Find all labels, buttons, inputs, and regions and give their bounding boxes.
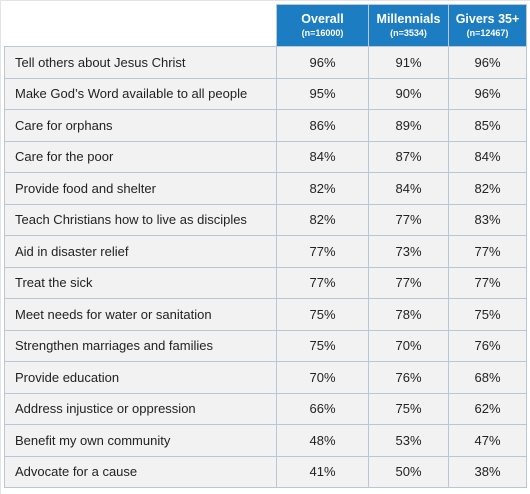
value-cell: 77% [368,203,449,236]
table-row: Treat the sick 77% 77% 77% [4,266,527,299]
value-cell: 66% [276,392,369,425]
row-label: Provide education [4,361,277,394]
value-cell: 91% [368,46,449,79]
table-row: Provide food and shelter 82% 84% 82% [4,172,527,205]
comparison-table-container: Overall (n=16000) Millennials (n=3534) G… [4,4,527,488]
table-row: Meet needs for water or sanitation 75% 78%… [4,298,527,331]
value-cell: 76% [448,329,527,362]
header-row: Overall (n=16000) Millennials (n=3534) G… [4,4,527,47]
column-header-givers-35-plus: Givers 35+ (n=12467) [448,4,527,47]
value-cell: 38% [448,455,527,488]
value-cell: 82% [448,172,527,205]
column-header-sample-size: (n=16000) [301,28,344,38]
table-row: Care for the poor 84% 87% 84% [4,140,527,173]
row-label: Tell others about Jesus Christ [4,46,277,79]
table-row: Advocate for a cause 41% 50% 38% [4,455,527,488]
value-cell: 73% [368,235,449,268]
table-row: Aid in disaster relief 77% 73% 77% [4,235,527,268]
table-body: Tell others about Jesus Christ 96% 91% 96% M… [4,46,527,488]
value-cell: 84% [276,140,369,173]
value-cell: 48% [276,424,369,457]
value-cell: 68% [448,361,527,394]
value-cell: 77% [448,235,527,268]
row-label: Address injustice or oppression [4,392,277,425]
row-label: Provide food and shelter [4,172,277,205]
row-label: Care for the poor [4,140,277,173]
column-header-overall: Overall (n=16000) [276,4,369,47]
row-label: Make God’s Word available to all people [4,77,277,110]
column-header-sample-size: (n=3534) [390,28,427,38]
table-row: Care for orphans 86% 89% 85% [4,109,527,142]
value-cell: 84% [368,172,449,205]
value-cell: 85% [448,109,527,142]
comparison-table: Overall (n=16000) Millennials (n=3534) G… [4,4,527,488]
table-row: Tell others about Jesus Christ 96% 91% 96% [4,46,527,79]
frame-line-top [0,0,530,1]
row-label: Treat the sick [4,266,277,299]
value-cell: 87% [368,140,449,173]
column-header-millennials: Millennials (n=3534) [368,4,449,47]
column-header-name: Givers 35+ [455,12,520,26]
value-cell: 50% [368,455,449,488]
row-label: Care for orphans [4,109,277,142]
value-cell: 47% [448,424,527,457]
value-cell: 83% [448,203,527,236]
value-cell: 41% [276,455,369,488]
row-label: Teach Christians how to live as disciple… [4,203,277,236]
table-row: Teach Christians how to live as disciple… [4,203,527,236]
value-cell: 75% [448,298,527,331]
value-cell: 53% [368,424,449,457]
table-row: Make God’s Word available to all people 9… [4,77,527,110]
table-row: Provide education 70% 76% 68% [4,361,527,394]
header-corner-cell [4,4,277,47]
value-cell: 76% [368,361,449,394]
row-label: Advocate for a cause [4,455,277,488]
value-cell: 86% [276,109,369,142]
value-cell: 95% [276,77,369,110]
value-cell: 70% [276,361,369,394]
value-cell: 96% [448,46,527,79]
table-row: Strengthen marriages and families 75% 70% 7… [4,329,527,362]
value-cell: 75% [276,329,369,362]
value-cell: 75% [368,392,449,425]
row-label: Aid in disaster relief [4,235,277,268]
value-cell: 77% [368,266,449,299]
column-header-sample-size: (n=12467) [466,28,509,38]
value-cell: 96% [276,46,369,79]
column-header-name: Overall [301,12,344,26]
value-cell: 62% [448,392,527,425]
table-row: Address injustice or oppression 66% 75% 62% [4,392,527,425]
column-header-name: Millennials [376,12,441,26]
value-cell: 84% [448,140,527,173]
value-cell: 75% [276,298,369,331]
value-cell: 82% [276,172,369,205]
table-row: Benefit my own community 48% 53% 47% [4,424,527,457]
value-cell: 90% [368,77,449,110]
value-cell: 96% [448,77,527,110]
value-cell: 77% [276,235,369,268]
value-cell: 82% [276,203,369,236]
row-label: Benefit my own community [4,424,277,457]
value-cell: 77% [276,266,369,299]
value-cell: 89% [368,109,449,142]
value-cell: 77% [448,266,527,299]
row-label: Meet needs for water or sanitation [4,298,277,331]
value-cell: 70% [368,329,449,362]
frame-line-left [0,0,1,494]
value-cell: 78% [368,298,449,331]
row-label: Strengthen marriages and families [4,329,277,362]
